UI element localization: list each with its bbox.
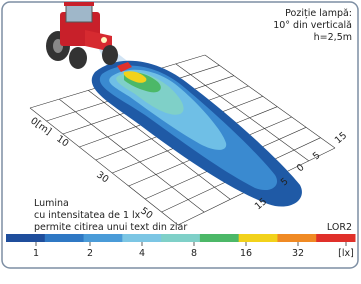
scale-segment xyxy=(6,234,45,242)
scale-segment xyxy=(239,234,278,242)
scale-label: 32 xyxy=(292,248,304,259)
model-label: LOR2 xyxy=(327,222,352,233)
scale-segment xyxy=(84,234,123,242)
note-line: Lumina xyxy=(34,198,69,209)
scale-label: 16 xyxy=(240,248,252,259)
lamp-diagram: Poziție lampă: 10° din verticală h=2,5m … xyxy=(0,0,361,280)
scale-segment xyxy=(122,234,161,242)
scale-label: [lx] xyxy=(338,248,354,259)
lamp-angle: 10° din verticală xyxy=(273,20,352,31)
scale-label: 8 xyxy=(191,248,197,259)
scale-segment xyxy=(277,234,316,242)
note-line: permite citirea unui text din ziar xyxy=(34,222,187,233)
lamp-height: h=2,5m xyxy=(314,32,352,43)
scale-segment xyxy=(45,234,84,242)
scale-segment xyxy=(200,234,239,242)
scale-label: 2 xyxy=(87,248,93,259)
scale-segment xyxy=(161,234,200,242)
note-line: cu intensitatea de 1 lx xyxy=(34,210,141,221)
scale-label: 4 xyxy=(139,248,145,259)
scale-segment xyxy=(316,234,355,242)
lamp-title: Poziție lampă: xyxy=(285,8,352,19)
scale-label: 1 xyxy=(33,248,39,259)
